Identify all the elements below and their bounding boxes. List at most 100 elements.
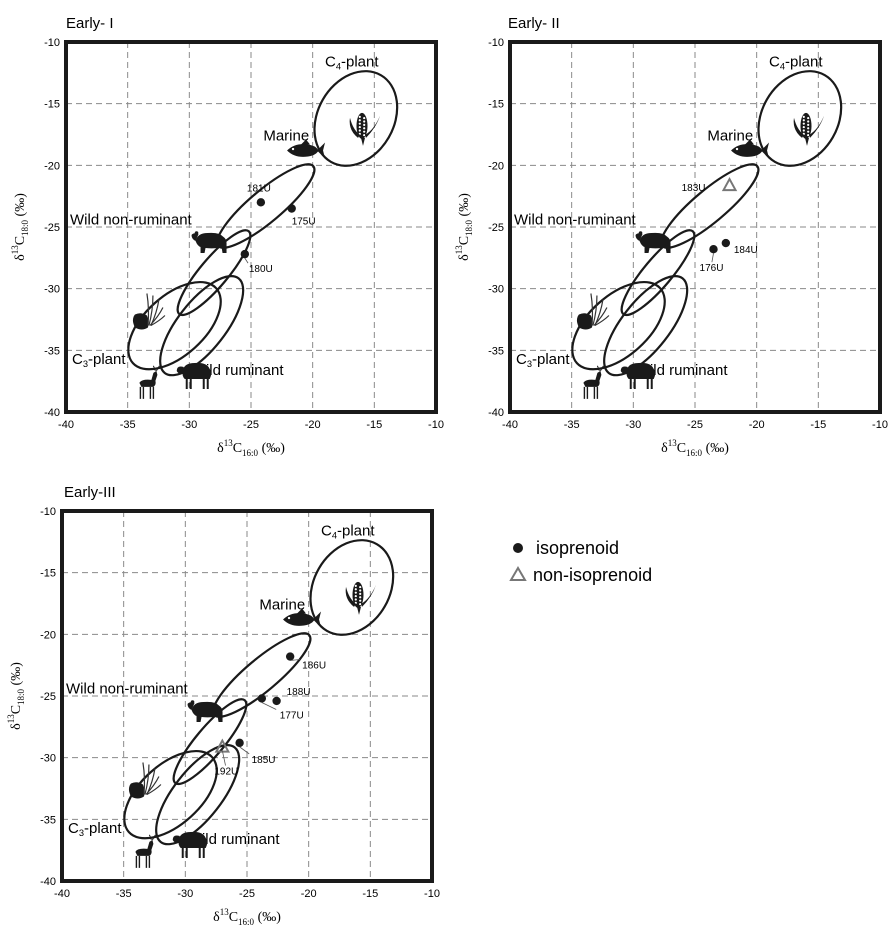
x-tick-label: -30: [181, 419, 197, 431]
data-point-184U: [721, 238, 731, 248]
data-point-177U: [257, 694, 266, 703]
y-tick-label: -35: [44, 345, 60, 357]
wild-non-ruminant-label: Wild non-ruminant: [514, 212, 637, 229]
wild-non-ruminant-label: Wild non-ruminant: [66, 681, 189, 698]
chart-panel-2: Early- II -40 -35 -30 -25 -20 -15 -10 -10 -15 -20 -…: [454, 15, 888, 458]
x-tick-label: -30: [177, 888, 193, 900]
y-tick-label: -25: [488, 222, 504, 234]
bear-icon: [187, 700, 223, 723]
point-label: 188U: [287, 687, 311, 698]
c4-plant-ellipse: [757, 70, 843, 167]
y-tick-label: -30: [40, 753, 56, 765]
point-label: 176U: [700, 263, 724, 274]
point-label: 175U: [292, 217, 316, 228]
wild-non-ruminant-label: Wild non-ruminant: [70, 212, 193, 229]
c3-plant-ellipse: [123, 749, 218, 840]
x-tick-label: -10: [428, 419, 444, 431]
x-axis-label: δ13C16:0 (‰): [217, 438, 285, 458]
marine-label: Marine: [259, 597, 305, 614]
deer-icon: [135, 834, 156, 868]
plot-frame: [60, 509, 434, 883]
point-leader: [711, 253, 714, 263]
x-tick-label: -35: [564, 419, 580, 431]
point-leader: [239, 746, 250, 755]
maize-icon: [345, 581, 376, 615]
chart-title: Early- I: [66, 15, 114, 32]
legend-label-non-isoprenoid: non-isoprenoid: [533, 565, 652, 585]
x-tick-label: -40: [58, 419, 74, 431]
x-tick-label: -20: [301, 888, 317, 900]
legend-marker-non-isoprenoid: [509, 566, 527, 581]
x-tick-label: -15: [362, 888, 378, 900]
fish-icon: [731, 139, 770, 159]
data-point-175U: [287, 204, 296, 213]
deer-icon: [139, 365, 160, 399]
y-tick-label: -25: [44, 222, 60, 234]
x-tick-label: -40: [54, 888, 70, 900]
x-tick-label: -25: [687, 419, 703, 431]
wild-ruminant-ellipse: [159, 275, 245, 377]
chart-panel-1: Early- I -40 -35 -30 -25 -20 -15 -10 -10 -15 -20 -2…: [10, 15, 444, 458]
marine-label: Marine: [263, 128, 309, 145]
data-point-181U: [256, 198, 266, 207]
x-tick-label: -20: [749, 419, 765, 431]
x-tick-label: -15: [366, 419, 382, 431]
c3-plant-ellipse: [571, 280, 666, 371]
c3-plant-label: C3-plant: [516, 351, 570, 369]
c3-plant-label: C3-plant: [72, 351, 126, 369]
maize-icon: [349, 112, 380, 146]
c4-plant-ellipse: [309, 539, 395, 636]
x-tick-label: -25: [243, 419, 259, 431]
y-tick-label: -30: [488, 284, 504, 296]
y-tick-label: -20: [44, 160, 60, 172]
c4-plant-label: C4-plant: [321, 523, 375, 541]
y-tick-label: -15: [488, 99, 504, 111]
wild-ruminant-label: Wild ruminant: [188, 831, 281, 848]
data-point-180U: [240, 249, 250, 259]
data-point-176U: [709, 245, 718, 254]
chart-panel-3: Early-III -40 -35 -30 -25 -20 -15 -10 -10 -15 -20 -…: [6, 484, 440, 927]
point-label: 185U: [252, 755, 276, 766]
x-tick-label: -35: [120, 419, 136, 431]
y-tick-label: -15: [40, 568, 56, 580]
plant-icon: [128, 762, 162, 799]
wild-ruminant-label: Wild ruminant: [192, 362, 285, 379]
x-tick-label: -15: [810, 419, 826, 431]
y-tick-label: -25: [40, 691, 56, 703]
x-tick-label: -10: [424, 888, 440, 900]
y-axis-label: δ13C18:0 (‰): [454, 193, 474, 261]
c4-plant-ellipse: [313, 70, 399, 167]
point-label: 192U: [214, 767, 238, 778]
plot-frame: [64, 40, 438, 414]
x-tick-label: -40: [502, 419, 518, 431]
x-tick-label: -10: [872, 419, 888, 431]
bear-icon: [635, 231, 671, 254]
y-tick-label: -40: [488, 407, 504, 419]
legend-label-isoprenoid: isoprenoid: [536, 538, 619, 558]
c3-plant-label: C3-plant: [68, 820, 122, 838]
x-axis-label: δ13C16:0 (‰): [661, 438, 729, 458]
y-tick-label: -35: [40, 814, 56, 826]
x-tick-label: -35: [116, 888, 132, 900]
plant-icon: [576, 293, 610, 330]
y-tick-label: -10: [488, 37, 504, 49]
data-point-185U: [235, 738, 244, 748]
point-label: 186U: [302, 661, 326, 672]
sheep-icon: [176, 362, 212, 389]
legend-marker-isoprenoid: [513, 543, 523, 553]
maize-icon: [793, 112, 824, 146]
wild-ruminant-ellipse: [603, 275, 689, 377]
x-tick-label: -20: [305, 419, 321, 431]
c4-plant-label: C4-plant: [769, 54, 823, 72]
y-axis-label: δ13C18:0 (‰): [6, 662, 26, 730]
y-tick-label: -40: [44, 407, 60, 419]
point-label: 181U: [247, 183, 271, 194]
wild-ruminant-ellipse: [155, 744, 241, 846]
fish-icon: [287, 139, 326, 159]
x-axis-label: δ13C16:0 (‰): [213, 907, 281, 927]
bear-icon: [191, 231, 227, 254]
y-tick-label: -10: [44, 37, 60, 49]
wild-ruminant-label: Wild ruminant: [636, 362, 729, 379]
marine-label: Marine: [707, 128, 753, 145]
x-tick-label: -30: [625, 419, 641, 431]
